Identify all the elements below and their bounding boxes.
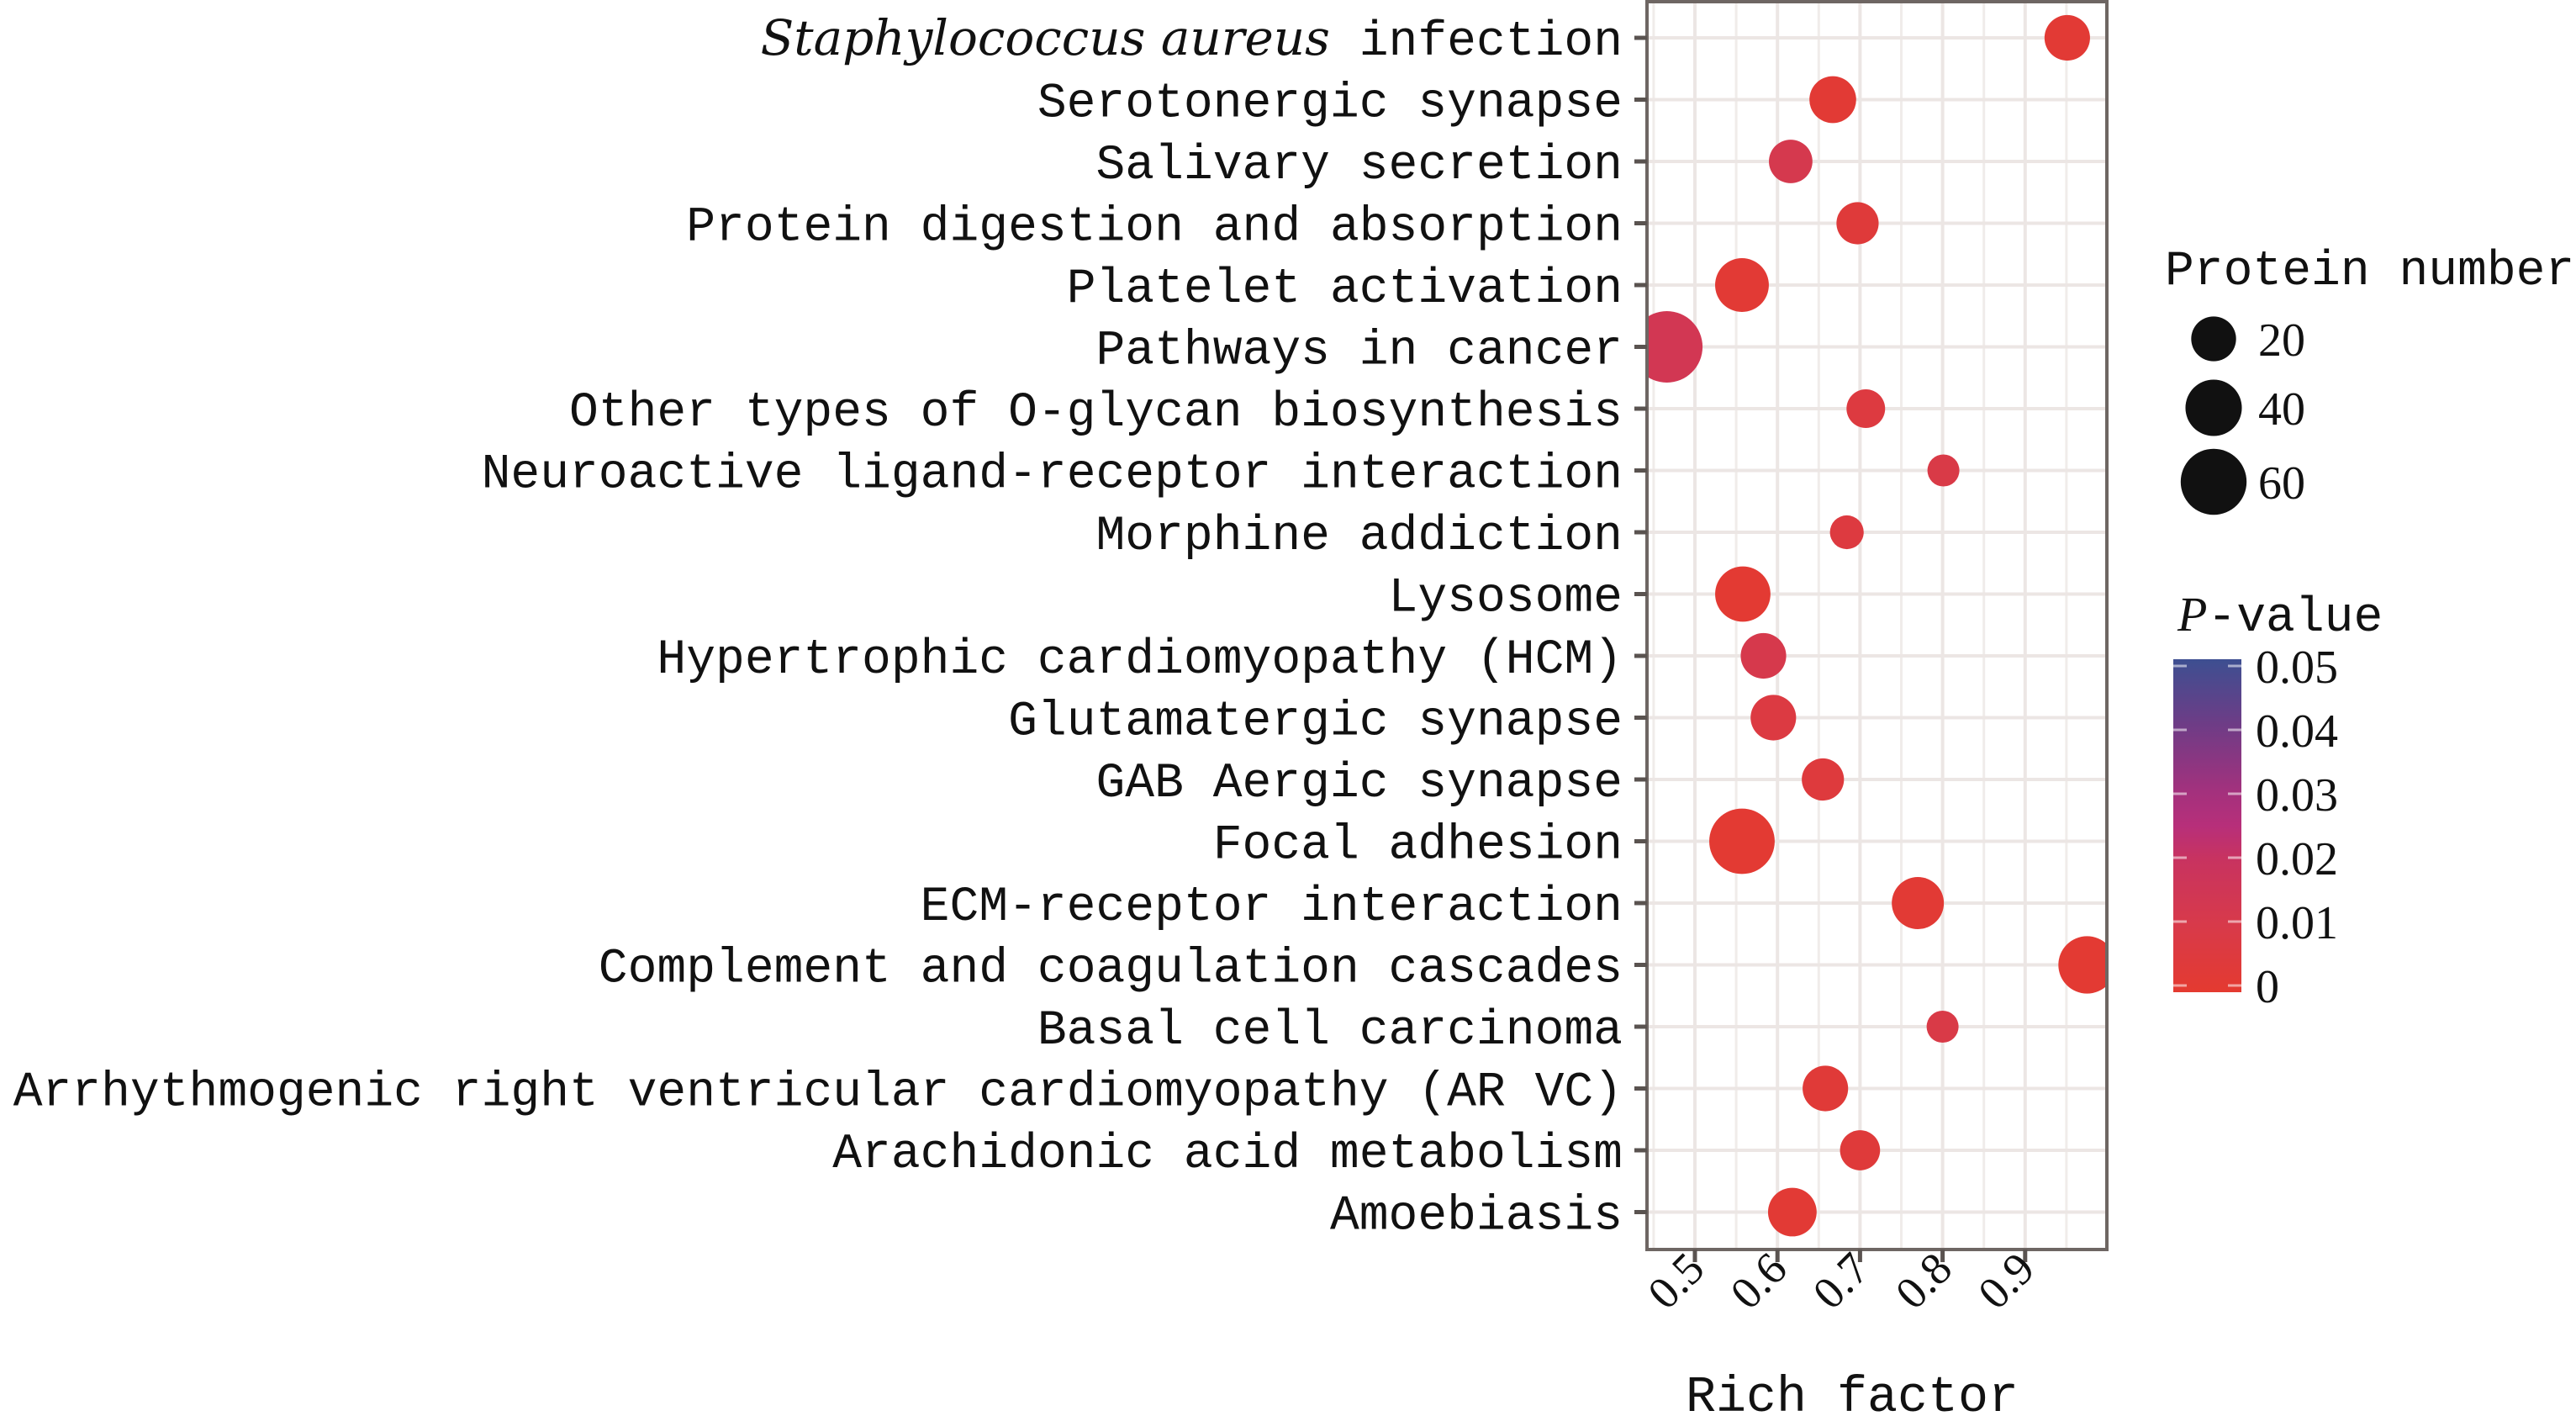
data-point — [1750, 695, 1797, 741]
color-legend: P-value 0.05 0.04 0.03 0.02 0.01 0 — [2173, 587, 2383, 1013]
data-points — [1647, 14, 2107, 1237]
color-legend-title-rest: -value — [2207, 591, 2383, 646]
size-legend-marker — [2185, 379, 2242, 436]
colorbar-tick-label: 0.04 — [2256, 705, 2338, 758]
y-axis-label: Focal adhesion — [1213, 819, 1623, 874]
x-axis-ticks — [1692, 1250, 2028, 1262]
colorbar-tick-label: 0.05 — [2256, 642, 2338, 694]
y-axis-label: Amoebiasis — [1330, 1190, 1623, 1244]
y-axis-label: Staphylococcus aureus infection — [761, 9, 1623, 70]
data-point — [1647, 311, 1703, 383]
data-point — [2044, 14, 2090, 61]
data-point — [1927, 454, 1960, 487]
size-legend-label: 60 — [2258, 457, 2305, 510]
y-axis-label-italic: Staphylococcus aureus — [761, 9, 1330, 66]
y-axis-label: Neuroactive ligand-receptor interaction — [482, 448, 1623, 503]
data-point — [1740, 632, 1787, 679]
y-axis-label-rest: infection — [1330, 15, 1623, 70]
colorbar-tick-label: 0.03 — [2256, 769, 2338, 822]
y-axis-label: Pathways in cancer — [1095, 325, 1623, 379]
color-legend-title-italic: P — [2177, 587, 2207, 642]
size-legend-title: Protein number — [2165, 245, 2574, 299]
y-axis-label: Salivary secretion — [1095, 139, 1623, 193]
y-axis-label: Hypertrophic cardiomyopathy (HCM) — [657, 633, 1623, 688]
data-point — [1926, 1010, 1959, 1044]
data-point — [1802, 758, 1845, 801]
data-point — [1846, 389, 1886, 428]
size-legend-label: 20 — [2258, 314, 2305, 367]
size-legend-label: 40 — [2258, 383, 2305, 436]
y-axis-label: Protein digestion and absorption — [686, 201, 1623, 256]
plot-frame — [1645, 0, 2109, 1251]
y-axis-label: GAB Aergic synapse — [1095, 757, 1623, 811]
size-legend: Protein number 20 40 60 — [2165, 245, 2574, 515]
y-axis-label: Platelet activation — [1067, 262, 1623, 317]
colorbar-tick-label: 0.01 — [2256, 897, 2338, 949]
size-legend-marker — [2180, 448, 2247, 515]
colorbar-tick-label: 0.02 — [2256, 833, 2338, 885]
y-axis-label: Arachidonic acid metabolism — [832, 1128, 1623, 1182]
y-axis-label: Arrhythmogenic right ventricular cardiom… — [13, 1066, 1623, 1121]
y-axis-ticks — [1634, 35, 1647, 1214]
y-axis-label: Lysosome — [1389, 572, 1623, 626]
color-legend-title: P-value — [2177, 587, 2383, 646]
y-axis-label: Serotonergic synapse — [1037, 77, 1623, 132]
y-axis-label: Morphine addiction — [1095, 510, 1623, 564]
y-axis-label: ECM-receptor interaction — [921, 880, 1623, 935]
x-axis-title: Rich factor — [1686, 1370, 2019, 1416]
colorbar — [2173, 659, 2241, 992]
data-point — [1803, 1065, 1849, 1112]
colorbar-tick-label: 0 — [2256, 961, 2279, 1013]
y-axis-label: Other types of O-glycan biosynthesis — [569, 386, 1623, 441]
size-legend-marker — [2191, 316, 2236, 362]
data-point — [1769, 140, 1813, 183]
data-point — [1767, 1187, 1817, 1237]
data-point — [1829, 515, 1864, 550]
data-point — [1715, 566, 1771, 622]
data-point — [1715, 258, 1769, 312]
data-point — [1892, 877, 1945, 929]
y-axis-label: Glutamatergic synapse — [1008, 695, 1623, 750]
data-point — [1840, 1130, 1881, 1170]
data-point — [1809, 76, 1856, 124]
y-axis-label: Complement and coagulation cascades — [599, 943, 1623, 997]
data-point — [2058, 936, 2107, 994]
y-axis-labels: Staphylococcus aureus infection Serotoner… — [13, 9, 1623, 1244]
data-point — [1836, 202, 1879, 245]
y-axis-label: Basal cell carcinoma — [1037, 1004, 1623, 1059]
data-point — [1709, 808, 1775, 874]
